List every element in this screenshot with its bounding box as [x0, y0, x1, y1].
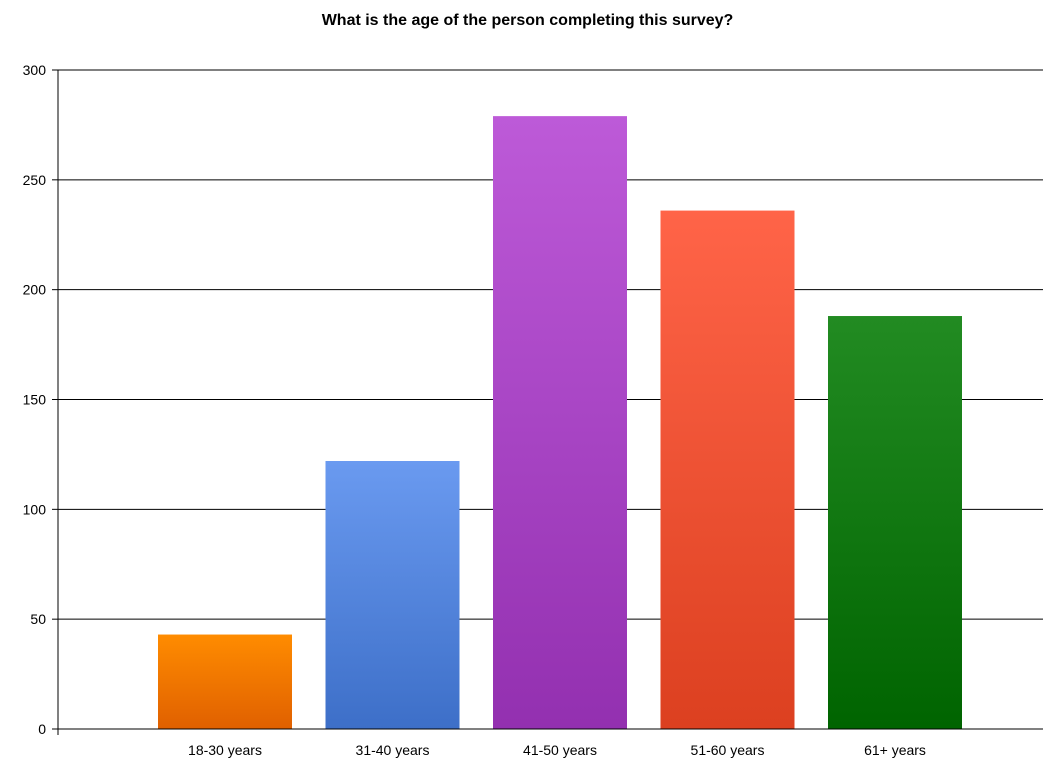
x-tick-label: 61+ years [864, 742, 926, 758]
y-tick-label: 200 [23, 282, 47, 298]
bar-51-60-years [660, 210, 795, 729]
x-tick-label: 18-30 years [188, 742, 262, 758]
x-tick-label: 51-60 years [691, 742, 765, 758]
bars [158, 116, 962, 729]
y-tick-label: 100 [23, 501, 47, 517]
x-tick-label: 41-50 years [523, 742, 597, 758]
y-tick-label: 300 [23, 62, 47, 78]
bar-31-40-years [325, 461, 460, 729]
tick-labels: 0 50 100 150 200 250 300 18-30 years 31-40 years… [23, 62, 926, 758]
y-tick-label: 150 [23, 392, 47, 408]
axes [52, 69, 1043, 735]
bar-18-30-years [158, 634, 292, 729]
bar-41-50-years [493, 116, 627, 729]
x-tick-label: 31-40 years [356, 742, 430, 758]
y-tick-label: 50 [30, 611, 46, 627]
y-tick-label: 250 [23, 172, 47, 188]
bar-61-years [828, 316, 962, 729]
chart-title: What is the age of the person completing… [321, 12, 734, 29]
y-tick-label: 0 [38, 721, 46, 737]
